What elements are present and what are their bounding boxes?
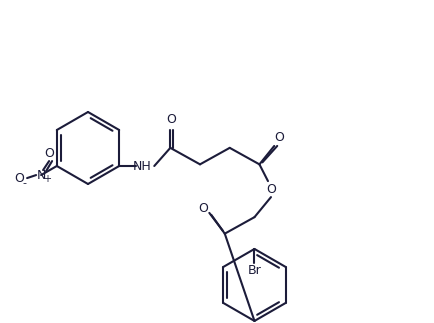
Text: O: O xyxy=(166,113,176,126)
Text: +: + xyxy=(43,174,50,184)
Text: O: O xyxy=(266,182,275,196)
Text: O: O xyxy=(274,131,283,144)
Text: -: - xyxy=(22,178,26,188)
Text: Br: Br xyxy=(247,265,261,277)
Text: O: O xyxy=(198,203,208,215)
Text: O: O xyxy=(44,147,54,160)
Text: NH: NH xyxy=(133,160,151,172)
Text: O: O xyxy=(14,172,24,184)
Text: N: N xyxy=(36,169,46,182)
